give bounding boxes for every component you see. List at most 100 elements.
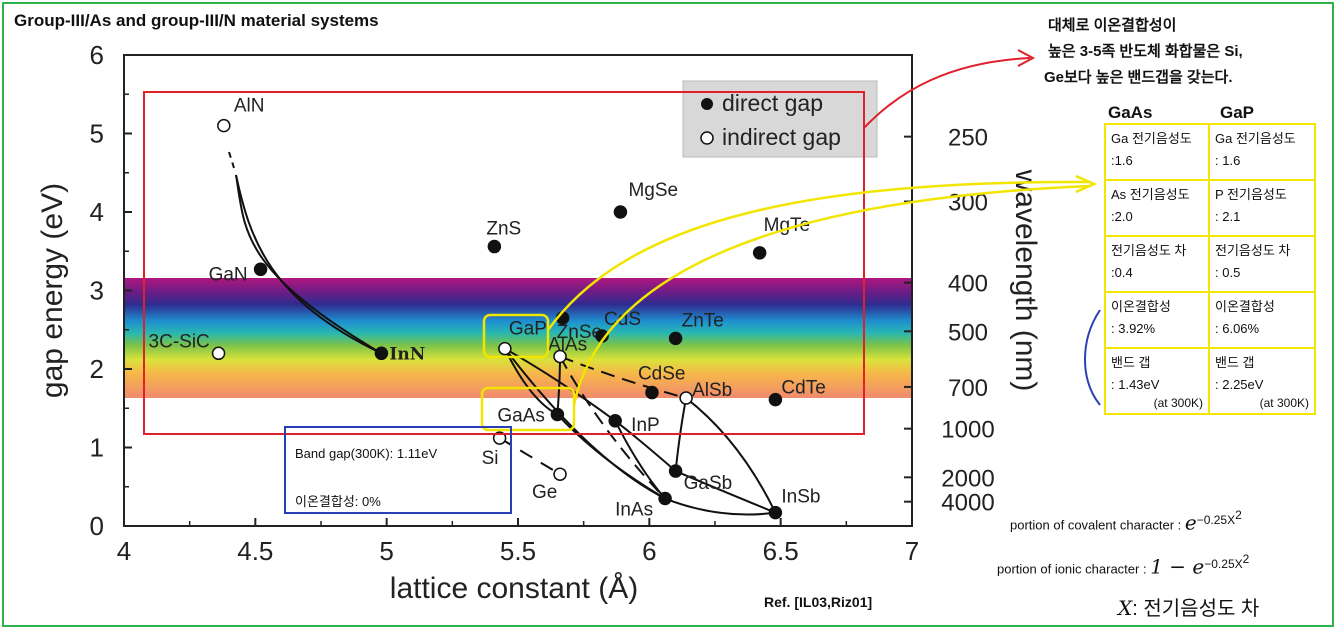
point-label: CdTe <box>781 378 825 399</box>
blue-bracket <box>1084 309 1101 406</box>
point-label: GaN <box>209 264 248 285</box>
point-MgTe <box>752 246 767 260</box>
comparison-cell: 전기음성도 차:0.4 <box>1104 235 1210 293</box>
y-axis-label: gap energy (eV) <box>36 183 69 398</box>
y2-tick-label: 700 <box>948 375 988 402</box>
si-info-box: Band gap(300K): 1.11eV 이온결합성: 0% <box>284 426 512 514</box>
comparison-cell: 이온결합성: 3.92% <box>1104 291 1210 349</box>
y2-tick-label: 1000 <box>941 417 994 444</box>
point-label: ZnS <box>486 219 521 240</box>
point-label: GaP <box>509 319 547 340</box>
comparison-row: 밴드 갭: 1.43eV (at 300K) 밴드 갭: 2.25eV (at 300… <box>1104 347 1316 415</box>
covalent-expr: e <box>1184 510 1197 535</box>
y-tick-label: 2 <box>90 354 104 384</box>
ionic-exp: −0.25X2 <box>1204 552 1250 571</box>
red-arrowhead <box>1017 49 1036 67</box>
comparison-row: 전기음성도 차:0.4 전기음성도 차: 0.5 <box>1104 235 1316 293</box>
annotation-note: 대체로 이온결합성이 높은 3-5족 반도체 화합물은 Si, Ge보다 높은 … <box>1040 13 1243 91</box>
point-AlAs <box>553 349 567 364</box>
gaas-highlight <box>480 386 576 432</box>
covalent-label: portion of covalent character : <box>1010 517 1182 533</box>
point-label: Ge <box>532 482 557 503</box>
point-GaAs <box>550 407 565 422</box>
point-label: GaSb <box>684 473 733 494</box>
y2-axis-label: wavelength (nm) <box>1009 169 1042 392</box>
y-tick-label: 5 <box>90 119 104 149</box>
annotation-overlays <box>143 49 1101 435</box>
point-CdSe <box>645 385 659 400</box>
alloy-curve <box>556 413 666 500</box>
x-tick-label: 5 <box>379 536 393 566</box>
note-line-3: Ge보다 높은 밴드갭을 갖는다. <box>1044 69 1233 86</box>
alloy-curve <box>559 355 666 500</box>
yellow-arrow-top <box>546 180 1091 331</box>
comparison-cell: As 전기음성도:2.0 <box>1104 179 1210 237</box>
alloy-curve <box>675 470 776 514</box>
point-label: AlAs <box>548 334 587 355</box>
x-tick-label: 5.5 <box>500 536 536 566</box>
y-tick-label: 6 <box>90 40 104 70</box>
visible-spectrum-band <box>125 278 911 398</box>
col-head-gap: GaP <box>1220 103 1255 122</box>
y2-tick-label: 4000 <box>941 490 994 517</box>
alloy-curve <box>559 355 687 400</box>
point-label: AlN <box>234 96 265 117</box>
x-definition: X: 전기음성도 차 <box>1118 592 1259 621</box>
legend-direct-label: direct gap <box>722 90 823 116</box>
point-label: ZnSe <box>557 322 602 343</box>
x-axis-label: lattice constant (Å) <box>390 572 638 605</box>
point-MgSe <box>613 205 628 219</box>
point-GaSb <box>668 464 683 478</box>
point-InP <box>608 414 622 428</box>
point-label: ZnTe <box>682 310 724 331</box>
note-line-2: 높은 3-5족 반도체 화합물은 Si, <box>1048 43 1243 60</box>
point-label: GaAs <box>497 406 545 427</box>
comparison-row: 이온결합성: 3.92% 이온결합성: 6.06% <box>1104 291 1316 349</box>
point-label: Si <box>482 448 499 469</box>
comparison-cell: Ga 전기음성도: 1.6 <box>1208 123 1316 181</box>
point-InAs <box>658 491 672 506</box>
note-line-1: 대체로 이온결합성이 <box>1048 17 1177 34</box>
legend-indirect-marker <box>700 131 714 145</box>
y2-tick-label: 500 <box>948 319 988 346</box>
point-ZnS <box>487 239 502 254</box>
x-tick-label: 6.5 <box>763 536 799 566</box>
point-Si <box>492 431 507 445</box>
comparison-cell: P 전기음성도: 2.1 <box>1208 179 1316 237</box>
point-label: 3C-SiC <box>149 331 210 352</box>
red-arrow <box>863 57 1031 129</box>
alloy-curve <box>235 174 382 355</box>
comparison-cell: Ga 전기음성도:1.6 <box>1104 123 1210 181</box>
x-tick-label: 7 <box>905 536 919 566</box>
y-tick-label: 0 <box>90 511 104 541</box>
y-tick-label: 4 <box>90 197 104 227</box>
point-label: MgTe <box>764 215 810 236</box>
col-head-gaas: GaAs <box>1108 103 1153 122</box>
legend-direct-marker <box>701 98 713 110</box>
point-label: InAs <box>615 500 653 521</box>
reference-label: Ref. [IL03,Riz01] <box>764 594 873 610</box>
y-tick-label: 1 <box>90 433 104 463</box>
point-AlN <box>217 118 231 133</box>
x-tick-label: 4.5 <box>237 536 273 566</box>
alloy-curve <box>685 397 777 514</box>
x-def-text: : 전기음성도 차 <box>1132 598 1260 620</box>
si-bandgap-text: Band gap(300K): 1.11eV <box>295 446 438 461</box>
point-label: MgSe <box>628 180 678 201</box>
axes: 4 4.5 5 5.5 6 6.5 7012345625030040050070010002… <box>36 40 1042 605</box>
point-label: InSb <box>781 487 820 508</box>
point-AlSb <box>679 391 693 405</box>
y2-tick-label: 2000 <box>941 465 994 492</box>
point-3C-SiC <box>211 346 226 361</box>
si-ionic-text: 이온결합성: 0% <box>295 494 381 509</box>
point-GaP <box>498 341 512 356</box>
point-label: InN <box>389 344 425 364</box>
alloy-curve <box>235 174 382 355</box>
ionic-label: portion of ionic character : <box>997 561 1147 577</box>
alloy-curve <box>499 437 561 476</box>
x-var: X <box>1118 596 1133 620</box>
point-GaN <box>253 262 268 277</box>
y2-tick-label: 400 <box>948 271 988 298</box>
